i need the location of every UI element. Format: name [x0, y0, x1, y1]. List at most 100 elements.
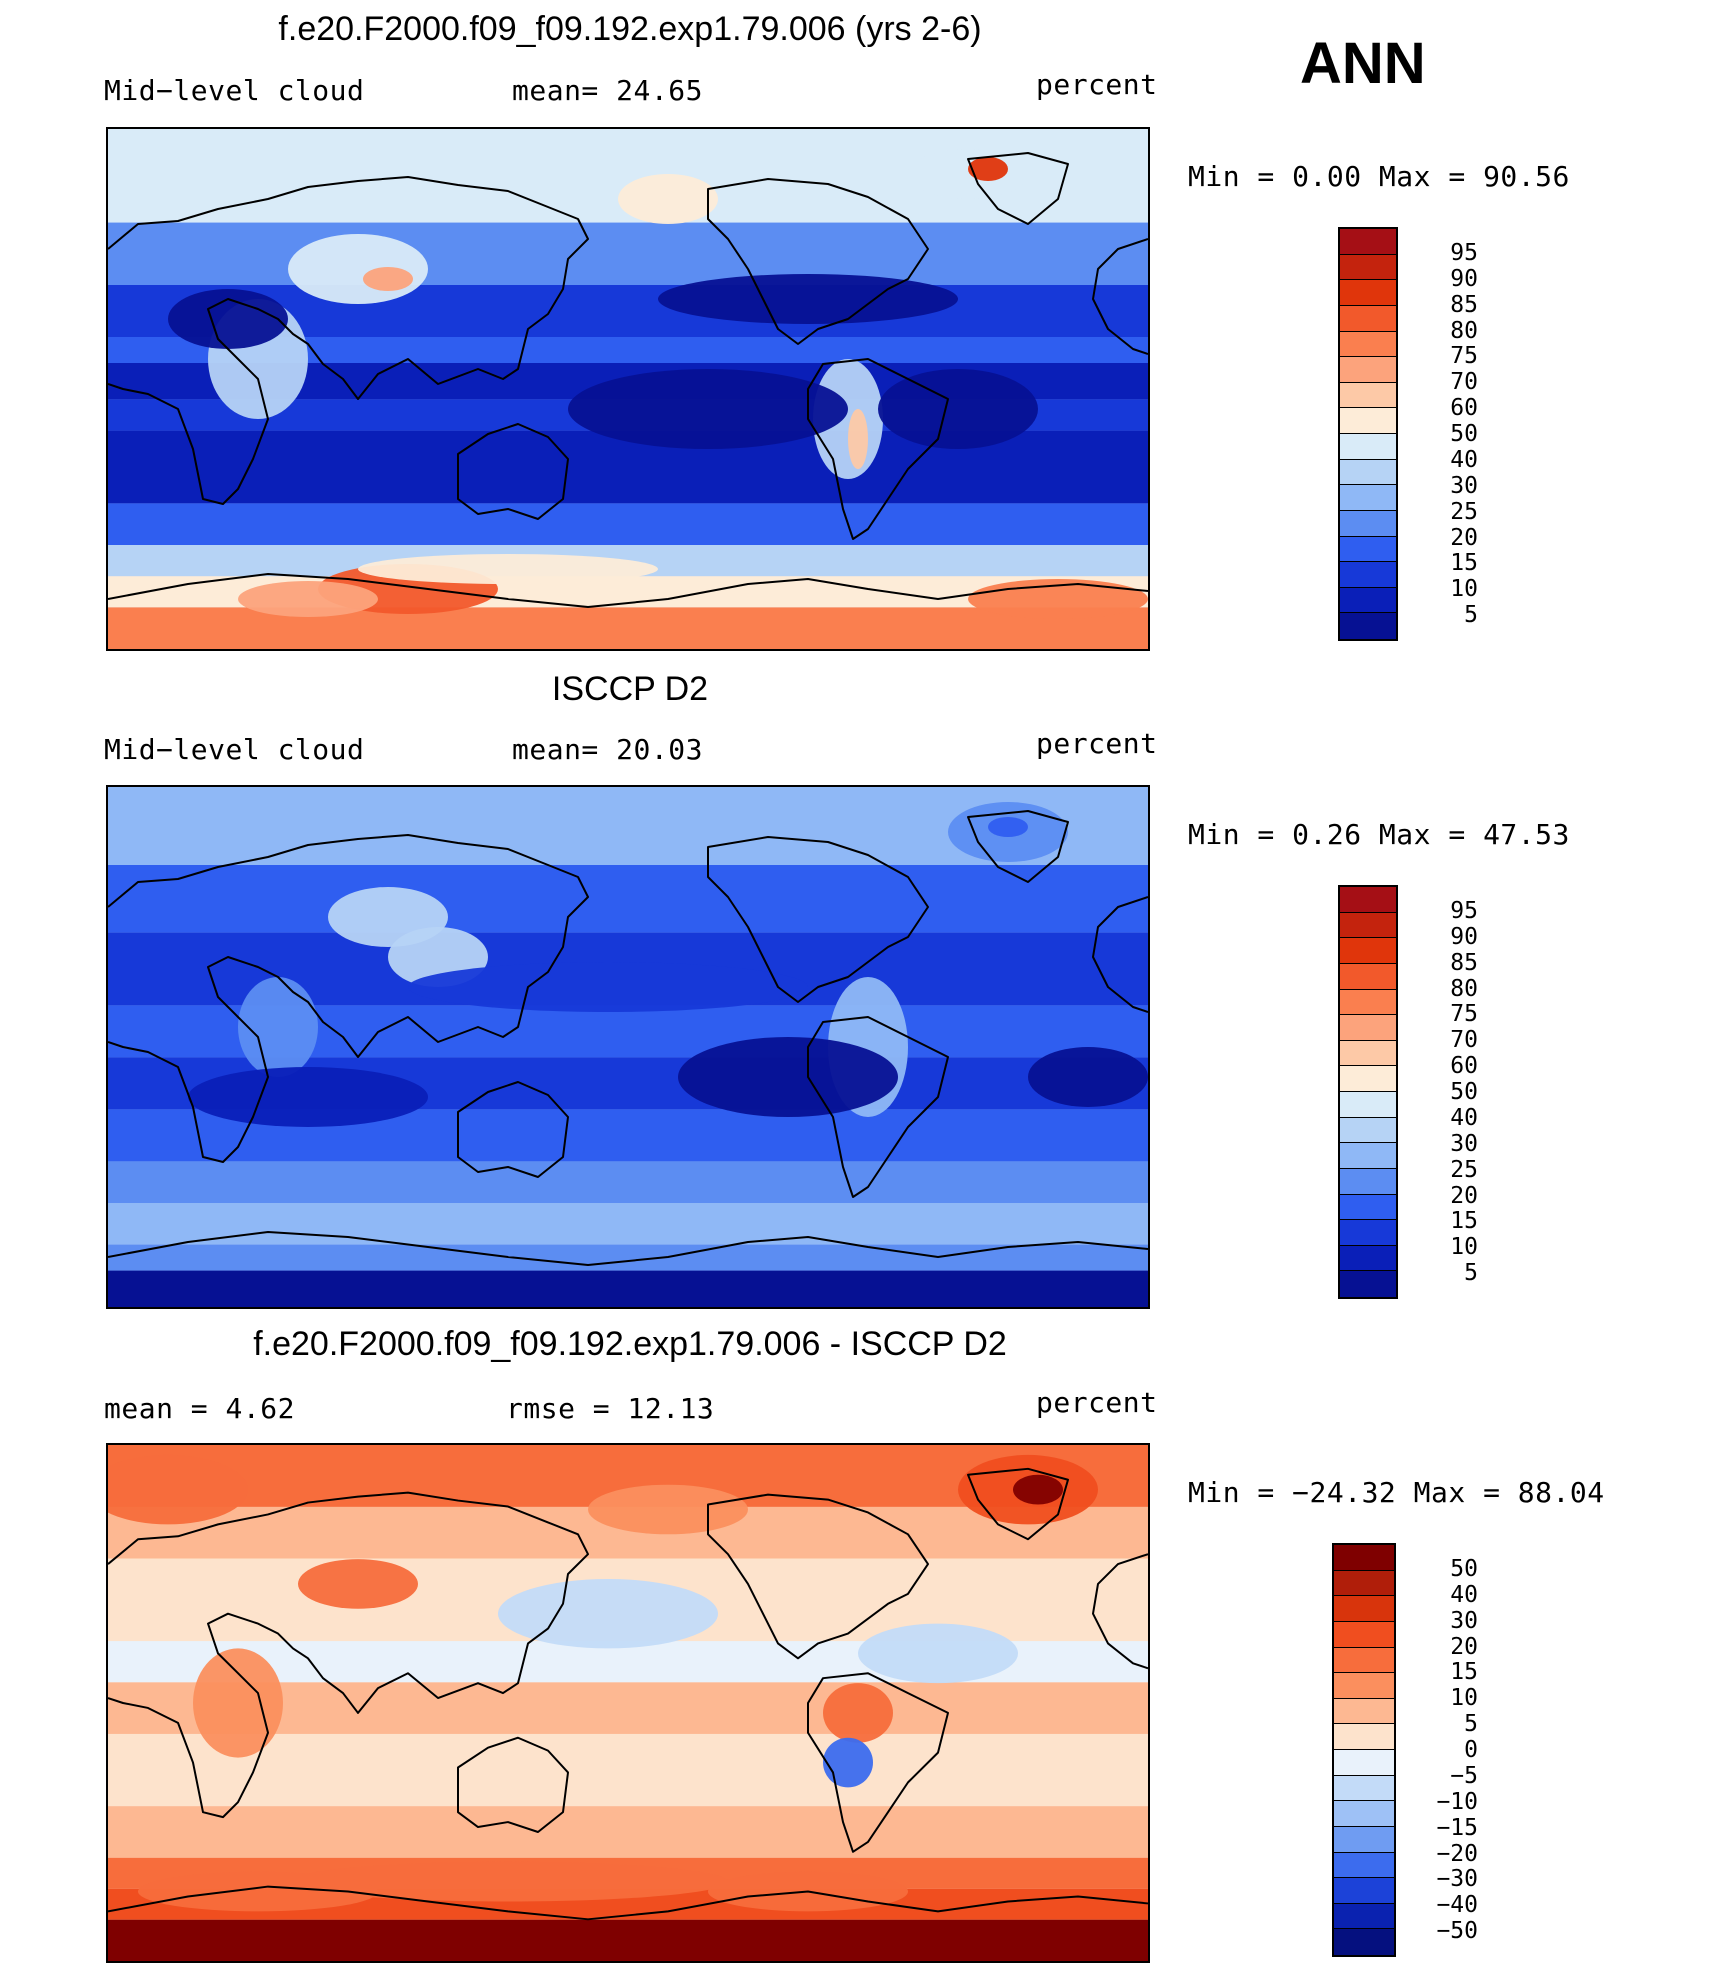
colorbar-swatch: [1340, 357, 1396, 383]
colorbar-swatch: [1334, 1775, 1394, 1802]
contour-blob: [358, 554, 658, 584]
colorbar-tick-label: −50: [1436, 1918, 1478, 1945]
colorbar-tick-label: −15: [1436, 1814, 1478, 1841]
colorbar-tick-label: 25: [1450, 498, 1478, 525]
contour-blob: [968, 157, 1008, 181]
coastline: [807, 1672, 949, 1853]
colorbar-swatch: [1340, 613, 1396, 639]
colorbar-tick-label: 10: [1450, 1234, 1478, 1261]
colorbar-swatch: [1334, 1545, 1394, 1571]
panel3-colorbar: [1332, 1543, 1396, 1957]
panel2-units: percent: [1036, 727, 1158, 760]
coastline: [108, 1491, 589, 1819]
colorbar-swatch: [1340, 305, 1396, 332]
contour-blob: [588, 1484, 748, 1535]
contour-blob: [168, 289, 288, 349]
contour-blob: [848, 409, 868, 469]
coastline: [967, 152, 1069, 225]
contour-blob: [618, 174, 718, 224]
coastline: [707, 178, 929, 345]
coastline: [457, 1081, 569, 1178]
contour-band: [108, 1203, 1148, 1245]
colorbar-tick-label: 20: [1450, 524, 1478, 551]
panel1-title: f.e20.F2000.f09_f09.192.exp1.79.006 (yrs…: [278, 10, 982, 48]
coastline: [707, 1493, 929, 1660]
colorbar-swatch: [1334, 1878, 1394, 1904]
colorbar-swatch: [1334, 1826, 1394, 1853]
colorbar-swatch: [1340, 1117, 1396, 1144]
colorbar-tick-label: 60: [1450, 1053, 1478, 1080]
panel3-units: percent: [1036, 1386, 1158, 1419]
colorbar-swatch: [1340, 254, 1396, 281]
coastline: [967, 1467, 1069, 1541]
panel1-mean: mean= 24.65: [512, 74, 703, 107]
panel1-colorbar-ticks: 95 90 85 80 75 70 60 50 40 30 25 20 15 10 5: [1418, 227, 1478, 641]
contour-blob: [498, 1578, 718, 1649]
coastline: [707, 836, 929, 1003]
colorbar-tick-label: 75: [1450, 1001, 1478, 1028]
colorbar-tick-label: 25: [1450, 1156, 1478, 1183]
colorbar-tick-label: 70: [1450, 1027, 1478, 1054]
colorbar-swatch: [1340, 1194, 1396, 1221]
coastline: [1092, 238, 1148, 355]
panel1-colorbar: [1338, 227, 1398, 641]
contour-blob: [288, 1861, 728, 1902]
coastline: [1092, 1553, 1148, 1670]
panel2-colorbar-ticks: 95 90 85 80 75 70 60 50 40 30 25 20 15 10 5: [1418, 885, 1478, 1299]
colorbar-swatch: [1340, 912, 1396, 939]
panel2-map: [106, 785, 1150, 1309]
colorbar-swatch: [1334, 1724, 1394, 1750]
contour-band: [108, 1161, 1148, 1203]
colorbar-swatch: [1334, 1698, 1394, 1725]
colorbar-tick-label: 85: [1450, 291, 1478, 318]
colorbar-tick-label: 5: [1464, 602, 1478, 629]
coastline: [108, 176, 589, 505]
colorbar-swatch: [1334, 1647, 1394, 1674]
contour-blob: [678, 1037, 898, 1117]
panel1-minmax: Min = 0.00 Max = 90.56: [1188, 160, 1570, 193]
panel3-map-svg: [108, 1445, 1148, 1961]
colorbar-tick-label: 75: [1450, 343, 1478, 370]
panel3-map: [106, 1443, 1150, 1963]
colorbar-swatch: [1340, 1245, 1396, 1272]
contour-blob: [288, 234, 428, 304]
contour-blob: [363, 267, 413, 291]
colorbar-tick-label: 15: [1450, 1659, 1478, 1686]
contour-blob: [138, 1871, 378, 1912]
colorbar-tick-label: −40: [1436, 1892, 1478, 1919]
panel3-rmse: rmse = 12.13: [506, 1392, 715, 1425]
colorbar-tick-label: 30: [1450, 472, 1478, 499]
contour-blob: [238, 977, 318, 1077]
colorbar-tick-label: 50: [1450, 421, 1478, 447]
contour-band: [108, 1806, 1148, 1858]
colorbar-swatch: [1334, 1673, 1394, 1699]
contour-blob: [408, 962, 808, 1012]
coastline: [967, 810, 1069, 883]
colorbar-swatch: [1334, 1596, 1394, 1622]
colorbar-tick-label: 10: [1450, 576, 1478, 603]
colorbar-tick-label: 50: [1450, 1079, 1478, 1105]
panel1-map-svg: [108, 129, 1148, 649]
colorbar-swatch: [1340, 382, 1396, 409]
colorbar-swatch: [1340, 1066, 1396, 1092]
panel3-colorbar-ticks: 50 40 30 20 15 10 5 0 −5 −10 −15 −20 −30 −40 −50: [1408, 1543, 1488, 1957]
colorbar-swatch: [1340, 1143, 1396, 1169]
colorbar-swatch: [1334, 1903, 1394, 1930]
coastline: [108, 1231, 1148, 1266]
colorbar-tick-label: 40: [1450, 1581, 1478, 1608]
contour-blob: [658, 274, 958, 324]
colorbar-tick-label: 10: [1450, 1685, 1478, 1712]
contour-blob: [1028, 1047, 1148, 1107]
contour-band: [108, 1733, 1148, 1807]
colorbar-tick-label: 5: [1464, 1711, 1478, 1738]
colorbar-tick-label: −20: [1436, 1840, 1478, 1867]
colorbar-tick-label: 85: [1450, 949, 1478, 976]
panel2-variable: Mid−level cloud: [104, 733, 365, 766]
contour-blob: [298, 1559, 418, 1609]
contour-blob: [858, 1623, 1018, 1684]
colorbar-tick-label: 40: [1450, 446, 1478, 473]
contour-band: [108, 222, 1148, 285]
colorbar-tick-label: 40: [1450, 1104, 1478, 1131]
colorbar-swatch: [1340, 536, 1396, 563]
colorbar-swatch: [1340, 485, 1396, 511]
